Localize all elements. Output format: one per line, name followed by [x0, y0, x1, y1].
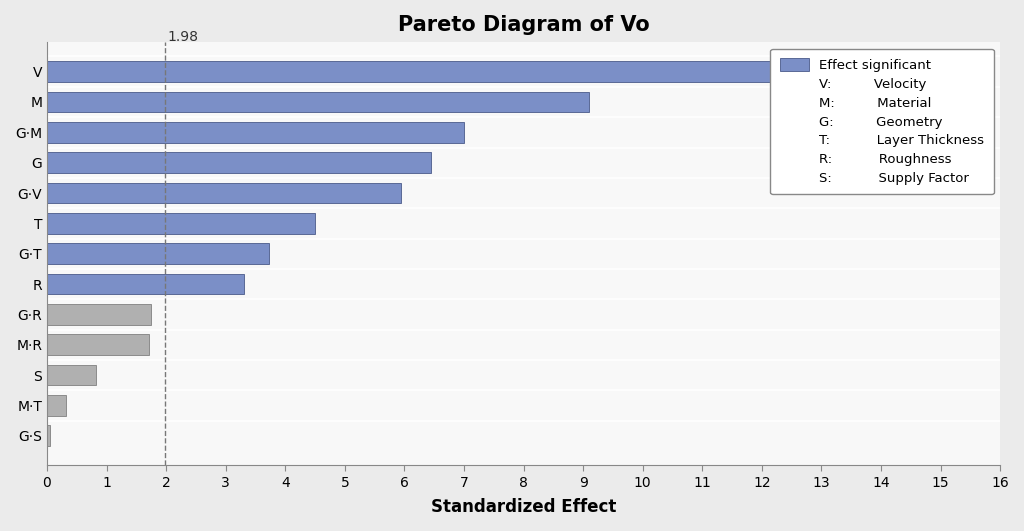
- Bar: [47, 152, 431, 173]
- Title: Pareto Diagram of Vo: Pareto Diagram of Vo: [397, 15, 649, 35]
- Bar: [47, 395, 67, 416]
- X-axis label: Standardized Effect: Standardized Effect: [431, 498, 616, 516]
- Bar: [47, 92, 589, 113]
- Bar: [47, 425, 50, 446]
- Bar: [47, 62, 976, 82]
- Bar: [47, 304, 152, 324]
- Bar: [47, 273, 244, 294]
- Text: 1.98: 1.98: [168, 30, 199, 44]
- Bar: [47, 213, 315, 234]
- Bar: [47, 365, 96, 386]
- Legend: Effect significant, V:          Velocity, M:          Material, G:          Geom: Effect significant, V: Velocity, M: Mate…: [770, 49, 993, 194]
- Bar: [47, 183, 401, 203]
- Bar: [47, 243, 268, 264]
- Bar: [47, 122, 464, 143]
- Bar: [47, 335, 150, 355]
